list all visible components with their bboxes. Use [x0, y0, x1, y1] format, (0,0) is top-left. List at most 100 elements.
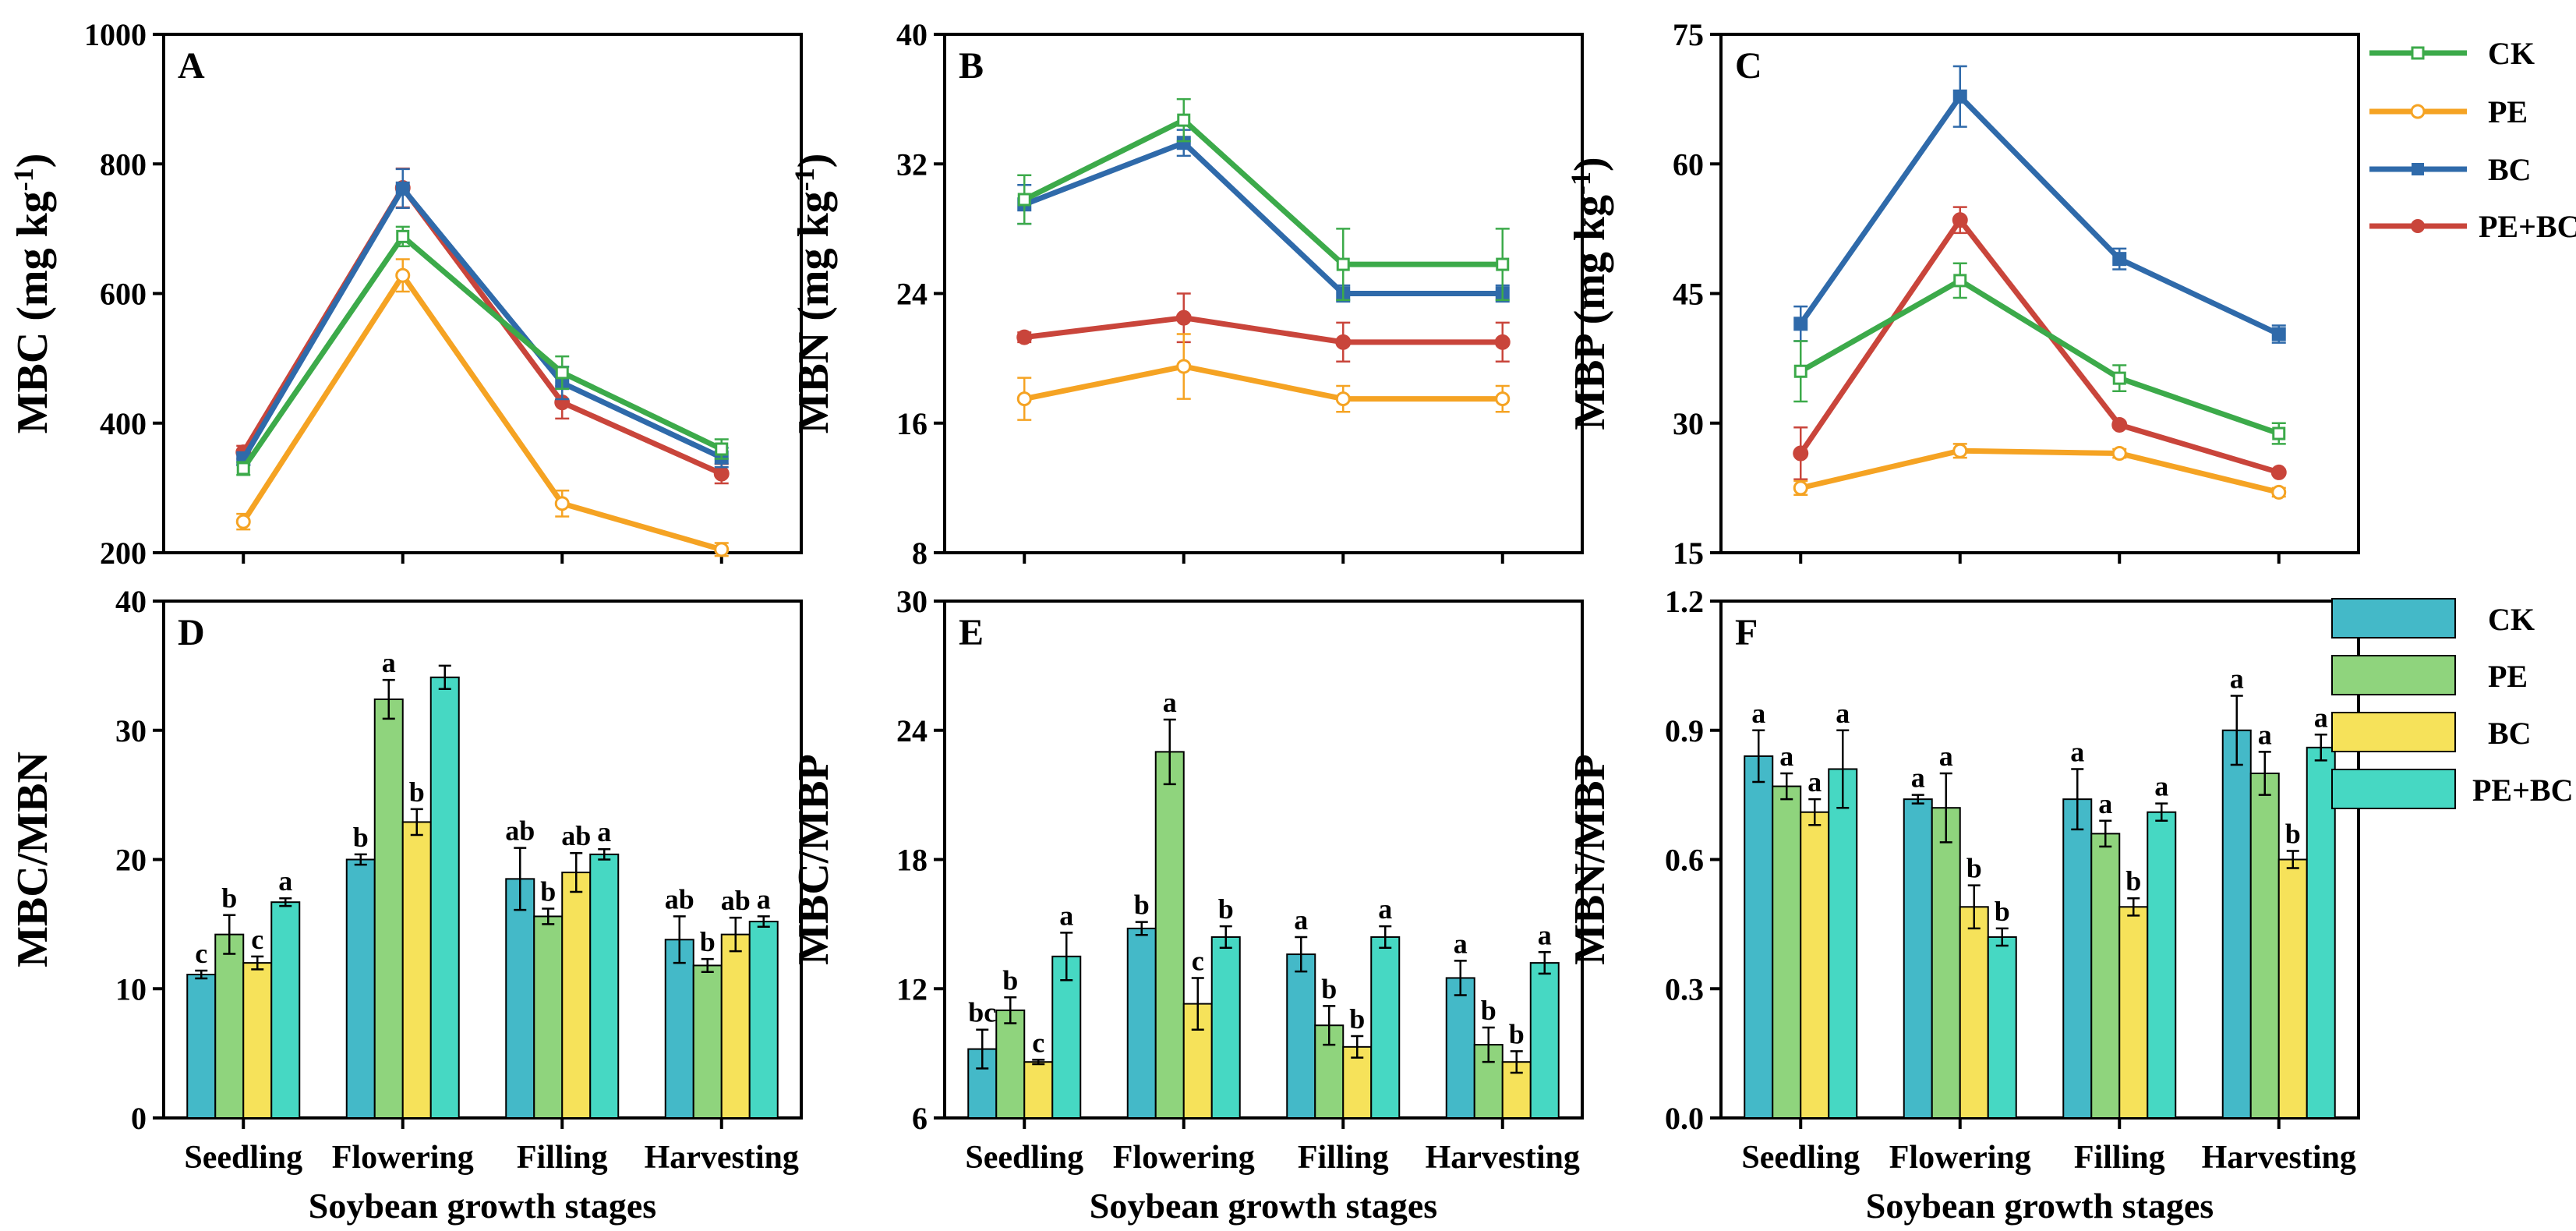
panel-label: F: [1735, 612, 1758, 653]
bar-pe-bc: [1529, 962, 1560, 1119]
series-line: [241, 186, 723, 461]
bar-bc: [1959, 906, 1989, 1120]
data-point: [2112, 371, 2126, 385]
legend-entry-pe-bc: PE+BC: [2369, 209, 2576, 244]
chart-panel-f: 0.00.30.60.91.2FMBN/MBPaaaaSeedlingaabbF…: [1566, 584, 2360, 1226]
bar-pe: [1154, 751, 1185, 1119]
significance-letter: b: [540, 875, 556, 907]
x-tick-label: Filling: [1298, 1140, 1389, 1176]
y-tick-label: 60: [1673, 147, 1704, 182]
bar-pe-bc: [1210, 936, 1241, 1119]
line-legend: CK PE BC PE+BC: [2369, 36, 2576, 244]
x-tick-label: Harvesting: [1426, 1140, 1580, 1176]
significance-letter: b: [1966, 853, 1982, 884]
significance-letter: ab: [505, 815, 535, 847]
bar-pe-bc: [2147, 811, 2177, 1119]
x-tick-label: Filling: [517, 1140, 608, 1176]
legend-label: CK: [2488, 36, 2535, 71]
y-tick-label: 0.3: [1665, 971, 1704, 1006]
significance-letter: b: [1218, 893, 1234, 925]
data-point: [236, 462, 250, 476]
significance-letter: c: [1192, 945, 1204, 976]
y-tick-label: 600: [100, 277, 147, 312]
series-bc: [1017, 129, 1510, 303]
x-tick-label: Seedling: [1741, 1140, 1860, 1176]
significance-letter: c: [195, 938, 207, 969]
legend-label: BC: [2488, 152, 2532, 187]
legend-entry-bc: BC: [2331, 712, 2532, 752]
data-point: [554, 496, 570, 511]
legend-swatch: [2331, 712, 2456, 752]
bar-pe: [373, 698, 404, 1119]
bar-ck: [1445, 977, 1475, 1119]
y-axis-label: MBN (mg kg-1): [789, 154, 838, 434]
y-tick-label: 8: [912, 536, 928, 571]
y-tick-label: 75: [1673, 17, 1704, 52]
bar-pe: [533, 915, 564, 1120]
data-point: [1496, 257, 1510, 271]
y-tick-label: 30: [896, 584, 928, 619]
y-axis-label: MBC/MBP: [790, 754, 838, 965]
data-point: [1016, 391, 1032, 407]
significance-letter: a: [2154, 771, 2168, 802]
y-tick-label: 0.6: [1665, 843, 1704, 878]
data-point: [1953, 274, 1967, 288]
bar-bc: [2118, 906, 2149, 1120]
significance-letter: a: [2314, 702, 2328, 733]
y-tick-label: 1.2: [1665, 584, 1704, 619]
legend-marker: [2411, 219, 2425, 233]
y-tick-label: 30: [1673, 406, 1704, 441]
data-point: [2271, 484, 2287, 500]
significance-letter: a: [1378, 893, 1392, 925]
series-line: [241, 185, 723, 476]
series-pe-bc: [1016, 292, 1511, 363]
significance-letter: b: [409, 776, 425, 808]
bar-ck: [186, 974, 217, 1119]
x-tick-label: Seedling: [184, 1140, 302, 1176]
significance-letter: a: [1751, 698, 1765, 729]
significance-letter: b: [1481, 995, 1496, 1026]
significance-letter: b: [2285, 818, 2301, 849]
bar-pe-bc: [429, 676, 460, 1119]
data-point: [1793, 445, 1809, 462]
panel-label: B: [959, 45, 984, 87]
significance-letter: a: [1939, 741, 1953, 772]
significance-letter: ab: [665, 883, 694, 914]
bar-ck: [1744, 755, 1774, 1120]
legend-label: PE+BC: [2479, 209, 2576, 244]
y-tick-label: 800: [100, 147, 147, 182]
data-point: [1016, 329, 1033, 345]
data-point: [555, 366, 569, 380]
bar-ck: [1126, 927, 1157, 1120]
y-tick-label: 40: [115, 584, 147, 619]
significance-letter: c: [1032, 1027, 1044, 1058]
y-tick-label: 0: [131, 1101, 147, 1136]
bar-pe: [2090, 833, 2121, 1119]
series-ck: [1017, 97, 1510, 302]
bar-pe-bc: [1370, 936, 1401, 1119]
y-axis-label: MBC (mg kg-1): [8, 154, 57, 434]
data-point: [2112, 252, 2127, 267]
series-bc: [1793, 65, 2286, 344]
x-tick-label: Flowering: [332, 1140, 474, 1176]
significance-letter: a: [1294, 904, 1308, 936]
y-tick-label: 200: [100, 536, 147, 571]
data-point: [1175, 310, 1192, 326]
series-line: [1023, 315, 1503, 345]
data-point: [235, 514, 251, 529]
data-point: [2111, 416, 2128, 433]
y-axis-label: MBN/MBP: [1566, 754, 1614, 965]
bar-bc: [720, 933, 751, 1120]
bar-pe: [1931, 807, 1961, 1119]
significance-letter: a: [1538, 919, 1552, 950]
chart-panel-e: 612182430EMBC/MBPbcbcaSeedlingbacbFlower…: [790, 584, 1584, 1226]
x-tick-label: Harvesting: [645, 1140, 799, 1176]
legend-swatch: [2331, 769, 2456, 809]
bar-pe: [995, 1009, 1026, 1119]
data-point: [713, 465, 730, 482]
y-tick-label: 40: [896, 17, 928, 52]
significance-letter: a: [1807, 766, 1822, 798]
bar-bc: [2277, 858, 2308, 1119]
legend-entry-ck: CK: [2369, 36, 2535, 71]
x-tick-label: Seedling: [965, 1140, 1083, 1176]
